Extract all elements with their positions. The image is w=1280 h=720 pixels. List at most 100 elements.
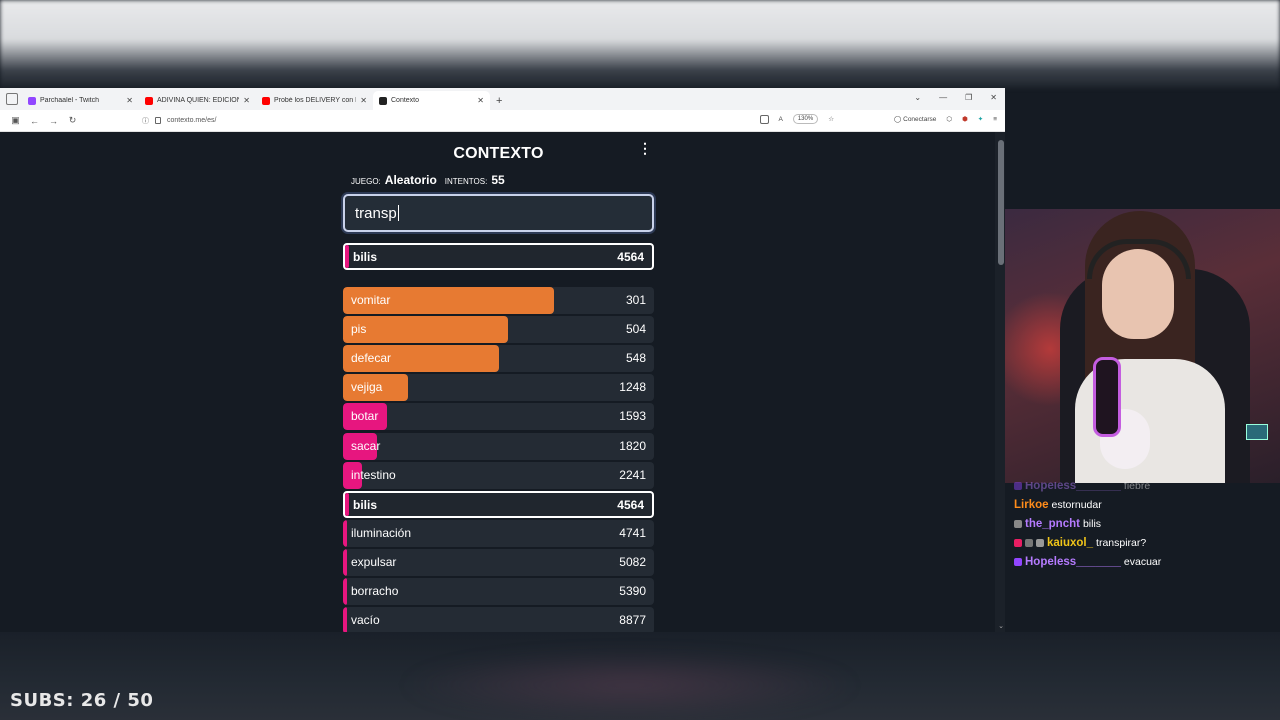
minimize-button[interactable]: — xyxy=(939,93,948,102)
blurred-backdrop-top xyxy=(0,0,1280,88)
scrollbar-thumb[interactable] xyxy=(998,140,1004,265)
similarity-bar xyxy=(343,374,408,402)
guess-row: vacío 8877 xyxy=(343,607,654,632)
guess-word: iluminación xyxy=(351,525,412,540)
page-scrollbar[interactable]: ⌄ xyxy=(995,132,1005,632)
highlighted-guess-row: bilis 4564 xyxy=(343,243,654,270)
favicon-icon xyxy=(145,96,153,105)
install-app-icon[interactable] xyxy=(759,114,769,124)
browser-tab[interactable]: Probé los DELIVERY con PEORE ✕ xyxy=(256,91,373,110)
similarity-bar xyxy=(343,403,387,431)
guess-row: iluminación 4741 xyxy=(343,519,654,547)
tab-actions-icon[interactable] xyxy=(6,93,18,105)
tab-title: Parchaalel - Twitch xyxy=(40,97,100,104)
favorite-star-icon[interactable]: ☆ xyxy=(828,116,835,123)
chat-message: Lirkoe estornudar xyxy=(1014,499,1102,511)
favicon-icon xyxy=(379,96,387,105)
guess-rank: 5082 xyxy=(619,554,646,569)
chat-message: kaiuxol_ transpirar? xyxy=(1014,537,1146,549)
subs-goal: SUBS: 26 / 50 xyxy=(10,690,154,711)
close-tab-icon[interactable]: ✕ xyxy=(126,96,133,105)
guess-word: vacío xyxy=(351,613,380,628)
lock-icon xyxy=(155,117,161,124)
zoom-indicator[interactable]: 130% xyxy=(792,114,819,124)
tab-list-icon[interactable]: ⌄ xyxy=(914,93,922,102)
close-tab-icon[interactable]: ✕ xyxy=(477,96,484,105)
chat-username[interactable]: the_pncht xyxy=(1025,518,1080,530)
guess-word: borracho xyxy=(351,584,399,598)
similarity-bar xyxy=(343,432,377,460)
guess-rank: 8877 xyxy=(619,613,646,628)
tab-title: Probé los DELIVERY con PEORE xyxy=(274,97,356,104)
guess-rank: 2241 xyxy=(619,467,646,482)
similarity-bar xyxy=(343,578,347,605)
kebab-menu-icon[interactable]: ⋮ xyxy=(638,140,652,156)
background-glow xyxy=(400,650,860,720)
back-button[interactable]: ← xyxy=(30,115,39,126)
guess-row: sacar 1820 xyxy=(343,432,654,460)
guess-row: vomitar 301 xyxy=(343,287,654,314)
close-tab-icon[interactable]: ✕ xyxy=(243,96,250,105)
similarity-bar xyxy=(343,461,362,489)
close-tab-icon[interactable]: ✕ xyxy=(360,96,367,105)
new-tab-button[interactable]: + xyxy=(496,95,503,107)
chat-username[interactable]: Hopeless_______ xyxy=(1025,482,1121,492)
guess-row: intestino 2241 xyxy=(343,461,654,489)
guess-word: vejiga xyxy=(351,380,383,395)
guess-row: expulsar 5082 xyxy=(343,548,654,576)
game-mode-value: Aleatorio xyxy=(384,173,437,187)
window-controls: ⌄ — ❐ ✕ xyxy=(914,93,997,102)
badge-icon xyxy=(1025,539,1033,547)
extension-icon[interactable]: ✦ xyxy=(977,116,984,123)
guess-rank: 504 xyxy=(625,322,646,337)
translate-icon[interactable]: A xyxy=(778,115,783,123)
browser-tab[interactable]: Contexto ✕ xyxy=(373,91,490,110)
similarity-bar xyxy=(343,287,554,314)
similarity-bar xyxy=(343,607,347,632)
guess-row: defecar 548 xyxy=(343,345,654,373)
guess-input[interactable]: transp xyxy=(343,194,654,232)
restore-button[interactable]: ❐ xyxy=(965,93,973,102)
attempts-label: INTENTOS: xyxy=(444,177,488,186)
shield-extension-icon[interactable]: ⬢ xyxy=(962,116,968,123)
close-window-button[interactable]: ✕ xyxy=(990,93,997,102)
reload-button[interactable]: ↻ xyxy=(68,115,77,125)
profile-button[interactable]: ◯ Conectarse xyxy=(894,116,937,123)
profile-label: Conectarse xyxy=(903,116,937,123)
guess-row: vejiga 1248 xyxy=(343,374,654,402)
forward-button[interactable]: → xyxy=(49,115,58,126)
address-bar-actions: A 130% ☆ ◯ Conectarse ⬡ ⬢ ✦ ≡ xyxy=(759,114,997,124)
page-content: CONTEXTO ⋮ JUEGO: Aleatorio INTENTOS: 55… xyxy=(0,132,1005,632)
chat-message: Hopeless_______ fiebre xyxy=(1014,482,1150,492)
similarity-bar xyxy=(343,316,508,344)
badge-icon xyxy=(1014,520,1022,528)
chat-username[interactable]: Lirkoe xyxy=(1014,499,1049,511)
chat-username[interactable]: Hopeless_______ xyxy=(1025,556,1121,568)
guess-rank: 301 xyxy=(625,293,646,307)
chat-text: evacuar xyxy=(1123,556,1162,568)
url-field[interactable]: ⓘ contexto.me/es/ xyxy=(142,116,216,126)
scroll-down-icon[interactable]: ⌄ xyxy=(998,623,1004,630)
extensions-icon[interactable]: ⬡ xyxy=(946,116,953,123)
chat-username[interactable]: kaiuxol_ xyxy=(1047,537,1094,549)
guess-word: bilis xyxy=(353,250,378,264)
chat-text: bilis xyxy=(1082,518,1102,530)
guess-word: expulsar xyxy=(351,554,397,569)
chat-text: fiebre xyxy=(1123,482,1151,492)
site-info-icon[interactable]: ⓘ xyxy=(142,117,149,125)
similarity-bar xyxy=(343,519,347,547)
browser-tab[interactable]: ADIVINA QUIÉN: EDICIÓN FAM✕ xyxy=(139,91,256,110)
guess-rank: 4564 xyxy=(617,497,644,512)
guess-row: borracho 5390 xyxy=(343,578,654,605)
address-bar: ▣ ← → ↻ ⓘ contexto.me/es/ A 130% ☆ ◯ Con… xyxy=(0,110,1005,132)
menu-icon[interactable]: ≡ xyxy=(993,115,997,123)
browser-tab[interactable]: Parchaalel - Twitch ✕ xyxy=(22,91,139,110)
guess-rank: 1248 xyxy=(619,380,646,395)
guess-row: pis 504 xyxy=(343,316,654,344)
guess-rank: 4741 xyxy=(619,525,646,540)
guess-word: intestino xyxy=(351,467,396,482)
wall-decoration xyxy=(1246,424,1268,440)
badge-icon xyxy=(1036,539,1044,547)
page-title: CONTEXTO xyxy=(453,145,544,162)
sidebar-icon[interactable]: ▣ xyxy=(11,115,20,125)
